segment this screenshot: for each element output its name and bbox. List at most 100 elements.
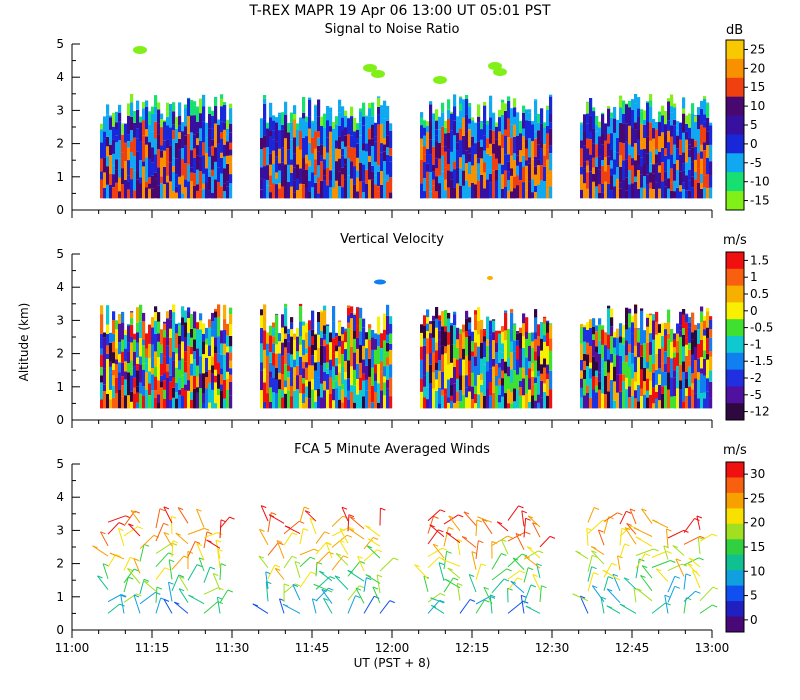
data-cell — [429, 393, 433, 409]
data-cell — [664, 372, 668, 386]
data-cell — [341, 372, 345, 385]
data-cell — [284, 347, 288, 365]
data-cell — [154, 121, 158, 139]
wind-barb-flag — [259, 528, 265, 532]
data-cell — [504, 361, 508, 374]
data-cell — [510, 124, 514, 138]
data-cell — [501, 114, 505, 135]
data-cell — [637, 188, 641, 199]
data-cell — [543, 341, 547, 359]
data-cell — [100, 328, 104, 334]
data-cell — [504, 187, 508, 199]
data-cell — [296, 129, 300, 147]
data-cell — [453, 325, 457, 345]
data-cell — [223, 183, 227, 191]
wind-barb-flag — [163, 532, 170, 535]
data-cell — [172, 191, 176, 199]
data-cell — [169, 328, 173, 338]
data-cell — [118, 362, 122, 372]
data-cell — [447, 132, 451, 150]
data-cell — [595, 325, 599, 332]
data-cell — [344, 127, 348, 136]
data-cell — [468, 317, 472, 323]
wind-barb-flag — [196, 508, 202, 512]
data-cell — [169, 309, 173, 320]
wind-barb-flag — [118, 528, 124, 531]
data-cell — [281, 124, 285, 130]
data-cell — [281, 374, 285, 391]
data-cell — [688, 169, 692, 181]
data-cell — [676, 160, 680, 171]
data-cell — [353, 117, 357, 126]
data-cell — [196, 365, 200, 377]
data-cell — [625, 141, 629, 160]
data-cell — [106, 146, 110, 157]
data-cell — [196, 191, 200, 199]
data-cell — [338, 125, 342, 137]
wind-barb — [591, 585, 605, 603]
data-cell — [655, 182, 659, 199]
data-cell — [347, 134, 351, 147]
data-cell — [175, 116, 179, 129]
data-cell — [598, 193, 602, 199]
data-cell — [471, 183, 475, 199]
data-cell — [513, 124, 517, 137]
data-cell — [619, 99, 623, 108]
data-cell — [432, 315, 436, 321]
wind-barb-flag — [366, 545, 373, 549]
wind-barb — [279, 598, 285, 614]
colorbar-label: 5 — [750, 589, 758, 603]
data-cell — [145, 144, 149, 158]
data-cell — [519, 380, 523, 387]
data-cell — [338, 399, 342, 409]
data-cell — [456, 378, 460, 392]
data-cell — [142, 345, 146, 364]
data-cell — [275, 379, 279, 394]
data-cell — [447, 402, 451, 409]
data-cell — [673, 103, 677, 108]
data-cell — [435, 350, 439, 363]
data-cell — [341, 384, 345, 390]
data-cell — [326, 152, 330, 169]
data-cell — [374, 136, 378, 142]
data-cell — [634, 345, 638, 357]
data-cell — [688, 386, 692, 396]
data-cell — [522, 167, 526, 176]
data-cell — [513, 188, 517, 199]
y-tick-label: 4 — [56, 490, 64, 504]
data-cell — [616, 178, 620, 199]
data-cell — [100, 354, 104, 367]
data-cell — [616, 119, 620, 138]
data-cell — [368, 161, 372, 180]
data-cell — [124, 371, 128, 380]
data-cell — [335, 116, 339, 125]
data-cell — [317, 145, 321, 152]
data-cell — [269, 325, 273, 336]
data-cell — [347, 315, 351, 323]
data-cell — [592, 111, 596, 129]
data-cell — [266, 355, 270, 375]
data-cell — [145, 164, 149, 182]
data-cell — [679, 154, 683, 172]
data-cell — [380, 390, 384, 409]
wind-barb — [216, 597, 221, 614]
data-cell — [187, 380, 191, 391]
data-cell — [549, 350, 553, 371]
data-cell — [634, 143, 638, 161]
data-cell — [628, 100, 632, 108]
data-cell — [205, 153, 209, 169]
wind-barb — [163, 532, 173, 547]
wind-barb-flag — [528, 515, 534, 519]
data-cell — [154, 178, 158, 199]
wind-barb-flag — [457, 539, 463, 542]
wind-barb-flag — [229, 516, 235, 520]
data-cell — [580, 387, 584, 398]
data-cell — [628, 313, 632, 328]
data-cell — [447, 312, 451, 319]
data-cell — [709, 351, 713, 357]
data-cell — [420, 117, 424, 126]
wind-barb-flag — [304, 506, 310, 510]
data-cell — [549, 170, 553, 187]
data-cell — [386, 379, 390, 389]
wind-barb — [363, 537, 374, 550]
